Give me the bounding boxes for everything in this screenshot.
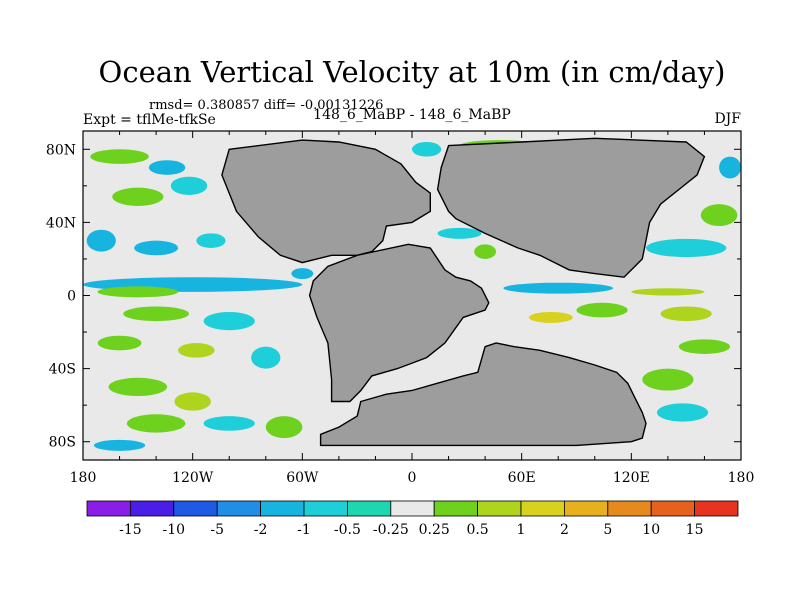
y-tick-label: 80S [49, 435, 76, 451]
colorbar: -15 -10 -5 -2 -1 -0.5 -0.25 0.25 0.5 1 2 5 10 15 [86, 500, 739, 538]
anomaly-patch [148, 160, 186, 175]
map-panel [83, 131, 741, 460]
anomaly-patch [437, 227, 482, 239]
chart-title: Ocean Vertical Velocity at 10m (in cm/da… [99, 55, 726, 89]
colorbar-level-label: 15 [686, 522, 704, 538]
anomaly-patch [174, 392, 211, 411]
axes: 180 120W 60W 0 60E 120E 180 80N 40N 0 40S 80S [46, 131, 754, 486]
anomaly-patch [678, 339, 731, 354]
colorbar-swatch [390, 500, 435, 517]
colorbar-level-label: 5 [603, 522, 612, 538]
landmass [308, 243, 490, 403]
colorbar-swatch [260, 500, 305, 517]
anomaly-patch [93, 439, 146, 451]
anomaly-patch [719, 156, 741, 179]
anomaly-patch [203, 416, 255, 431]
anomaly-patch [97, 335, 142, 351]
anomaly-patch [251, 346, 281, 369]
anomaly-patch [660, 306, 712, 322]
colorbar-swatch [346, 500, 392, 517]
experiment-subtitle: Expt = tflMe-tfkSe [83, 112, 216, 128]
colorbar-swatch [86, 500, 131, 517]
landmass [436, 137, 706, 278]
colorbar-swatch [477, 500, 522, 517]
colorbar-swatch [433, 500, 479, 517]
colorbar-level-label: 10 [642, 522, 660, 538]
colorbar-level-label: 1 [517, 522, 526, 538]
x-tick-label: 180 [70, 470, 97, 486]
colorbar-level-label: 2 [560, 522, 569, 538]
stats-subtitle: rmsd= 0.380857 diff= -0.00131226 [149, 98, 383, 113]
anomaly-patch [631, 288, 705, 296]
anomaly-patch [86, 229, 116, 252]
colorbar-level-label: -0.25 [373, 522, 409, 538]
anomaly-patch [642, 368, 694, 391]
colorbar-level-label: -1 [297, 522, 311, 538]
x-tick-label: 0 [408, 470, 417, 486]
anomaly-patch [134, 240, 179, 256]
y-tick-label: 80N [46, 142, 76, 158]
colorbar-level-label: -15 [119, 522, 142, 538]
colorbar-swatch [650, 500, 696, 517]
colorbar-swatch [216, 500, 261, 517]
colorbar-swatch [173, 500, 218, 517]
anomaly-patch [178, 343, 215, 358]
colorbar-swatch [564, 500, 609, 517]
x-tick-label: 60W [286, 470, 319, 486]
colorbar-swatch [303, 500, 348, 517]
anomaly-patch [170, 176, 208, 195]
anomaly-patch [645, 238, 727, 258]
anomaly-patch [126, 414, 186, 433]
anomaly-patch [700, 204, 738, 227]
landmass [319, 342, 647, 447]
colorbar-level-label: -2 [254, 522, 268, 538]
land-layer [221, 137, 706, 447]
x-tick-label: 60E [508, 470, 536, 486]
anomaly-patch [112, 187, 164, 206]
anomaly-patch [108, 377, 168, 397]
season-subtitle: DJF [714, 111, 741, 127]
x-tick-label: 120E [613, 470, 650, 486]
x-tick-label: 180 [728, 470, 755, 486]
anomaly-patch [503, 282, 614, 294]
colorbar-level-label: -0.5 [334, 522, 361, 538]
landmass [221, 139, 431, 264]
anomaly-patch [474, 244, 497, 259]
anomaly-patch [97, 286, 179, 298]
colorbar-level-label: -10 [163, 522, 186, 538]
case-subtitle: 148_6_MaBP - 148_6_MaBP [313, 107, 511, 123]
anomaly-patch [576, 302, 628, 318]
anomaly-patch [291, 268, 314, 280]
anomaly-patch [196, 233, 226, 248]
anomaly-patch [656, 403, 709, 422]
y-tick-label: 40N [46, 215, 76, 231]
colorbar-level-label: 0.25 [419, 522, 450, 538]
colorbar-swatch [694, 500, 739, 517]
anomaly-patch [123, 306, 190, 322]
colorbar-swatch [607, 500, 652, 517]
anomaly-patch [90, 149, 149, 164]
y-tick-label: 40S [49, 362, 76, 378]
anomaly-patch [265, 416, 303, 439]
colorbar-level-label: -5 [210, 522, 224, 538]
anomaly-patch [528, 311, 573, 323]
x-tick-label: 120W [172, 470, 214, 486]
anomaly-patch [203, 311, 255, 331]
y-tick-label: 0 [67, 289, 76, 305]
colorbar-level-label: 0.5 [466, 522, 488, 538]
colorbar-swatch [129, 500, 175, 517]
colorbar-swatch [520, 500, 565, 517]
anomaly-patch [412, 141, 442, 157]
